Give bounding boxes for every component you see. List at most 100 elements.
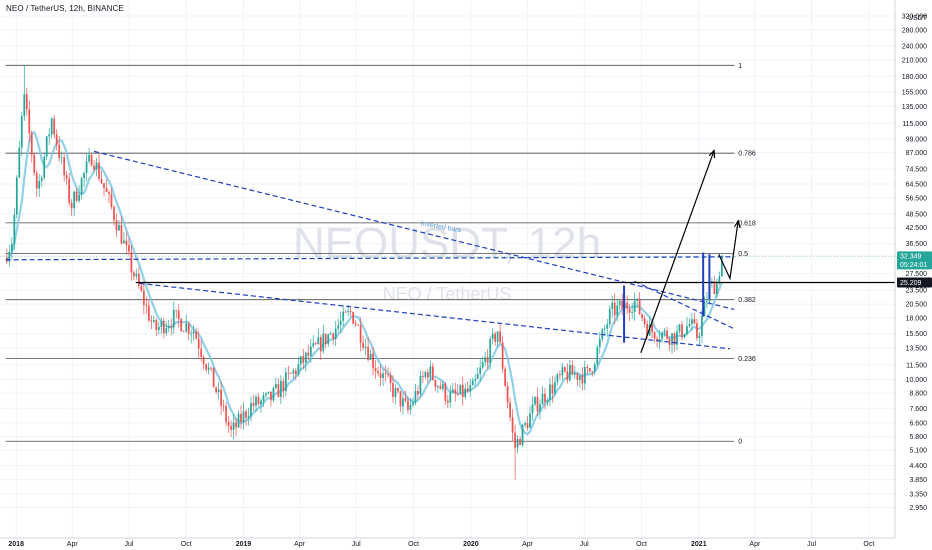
candle-body [456,393,459,395]
candle-body [631,311,634,313]
candle [235,417,237,437]
candle [367,337,369,362]
time-axis[interactable]: 2018 Apr Jul Oct 2019 Apr Jul Oct 2020 Apr Jul Oct 2… [0,537,932,550]
candle-body [150,320,153,322]
candle-body [501,342,504,369]
candle [212,367,215,388]
candle-body [110,193,113,208]
candle-body [417,391,419,395]
price-tick-label: 74.500 [906,166,928,173]
candle [621,293,624,316]
candle-body [596,347,599,365]
candle-body [703,301,706,317]
candle-body [608,308,611,325]
candle-body [666,330,668,339]
candle [242,402,245,430]
candle [255,394,257,413]
candle [471,377,474,386]
candle [578,374,581,388]
candle [402,392,404,415]
price-tick-label: 135.000 [902,104,927,111]
time-tick-label: 2019 [236,541,252,548]
price-tags: 32.349 05:24:01 25.209 [0,251,932,288]
candle-body [38,180,41,189]
candle-body [292,370,295,374]
candle-body [387,374,389,375]
candle [195,327,198,340]
candle [703,296,706,317]
candle [90,152,93,167]
candle [618,299,621,310]
candle-body [588,367,591,372]
candle [598,332,601,354]
candle-body [412,402,414,405]
candle-body [185,323,188,332]
candle [688,318,691,328]
candle [187,321,190,341]
candle-body [454,389,457,394]
candle-body [135,273,138,277]
candle [58,136,61,163]
fib-level-label: 0.382 [738,297,756,304]
candle-body [459,384,462,394]
candle-body [247,416,250,418]
candle [257,393,260,407]
candle [172,301,175,334]
candle-body [33,154,36,173]
candle-body [678,324,681,332]
candle [681,320,683,341]
candle [247,407,250,426]
candle-body [439,385,442,389]
candle-body [252,402,255,406]
candle-body [541,393,544,405]
candle [100,170,103,185]
candle-body [469,385,472,392]
candle [536,387,539,417]
candle-body [578,375,581,380]
candle [53,115,56,139]
candle-body [50,118,53,135]
candle-body [573,373,576,375]
candle [544,387,546,410]
candle [197,331,200,358]
candle [299,355,302,371]
candle-body [713,281,716,295]
candle [322,324,325,354]
candle [312,335,315,349]
fib-retracement[interactable]: 1 0.786 0.618 0.5 0.382 0.236 0 [5,63,756,446]
price-tick-label: 155.000 [902,90,927,97]
arrows[interactable] [640,151,738,353]
candle-body [167,326,170,329]
candle-body [220,389,222,406]
candle-body [120,224,123,244]
candle [38,174,41,197]
candle [397,387,399,394]
price-tick-label: 87.000 [906,150,928,157]
time-tick-label: Apr [294,541,306,548]
candle [466,381,469,393]
watermark-symbol: NEOUSDT, 12h [293,219,601,268]
candle [691,312,693,331]
candle [616,300,619,322]
candle [215,386,217,395]
candle-body [70,202,73,209]
candle-body [419,375,422,395]
candle [541,386,544,405]
candle [160,317,163,335]
candle [302,348,305,370]
candle [113,205,115,226]
candle [180,317,183,332]
candle-body [554,382,556,394]
candle [147,299,150,322]
candle-body [491,333,494,339]
candle-body [583,366,586,384]
countdown-timer: 05:24:01 [900,262,927,269]
candle [422,370,424,383]
candle-body [362,342,364,348]
candle-body [716,283,718,295]
candle [275,377,277,390]
candle-body [80,178,83,195]
price-tick-label: 6.600 [909,421,927,428]
